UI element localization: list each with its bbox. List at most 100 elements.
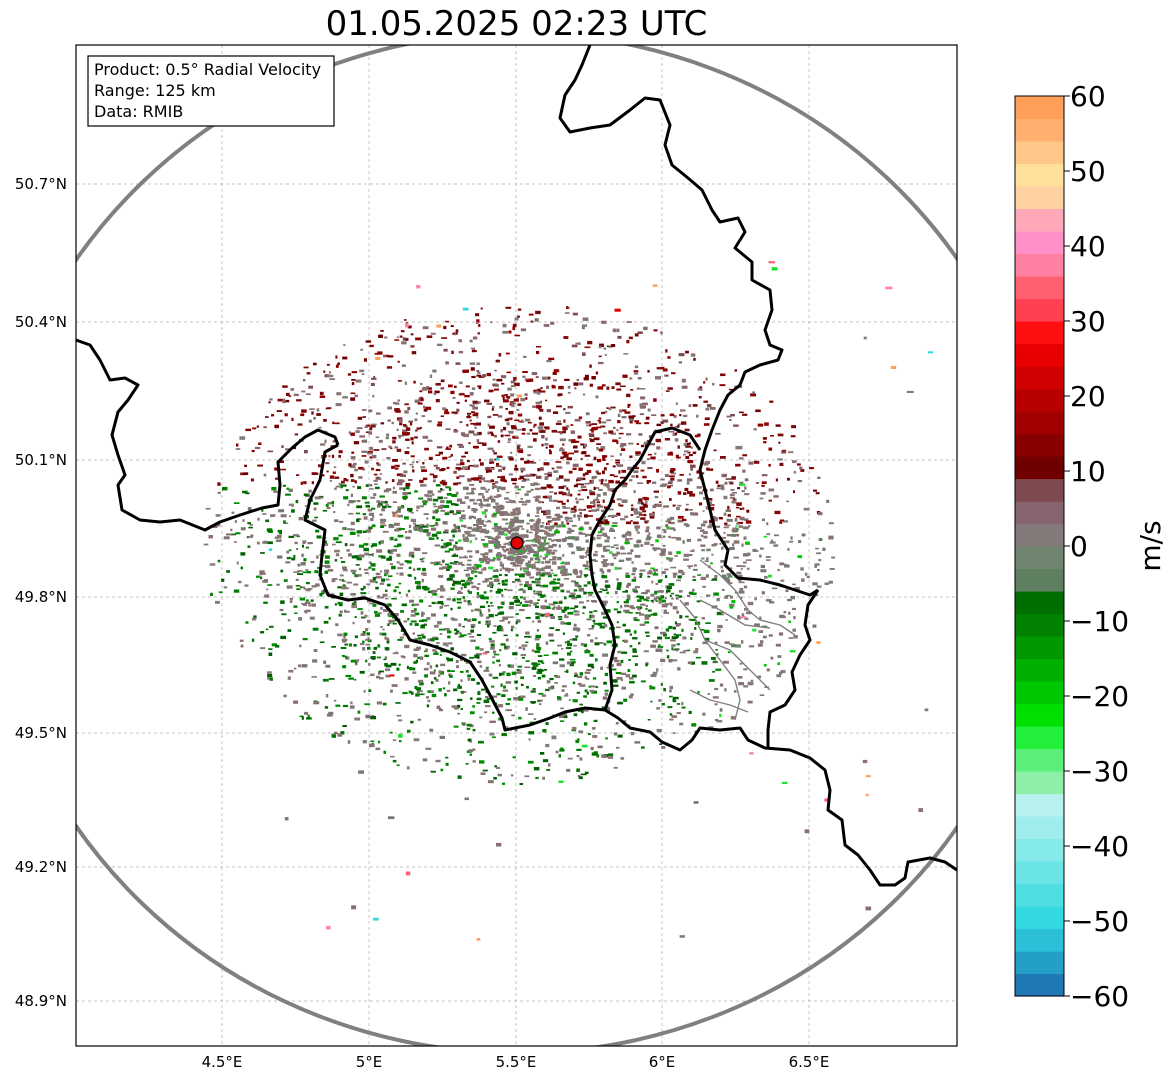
echo-pixel [518,500,525,503]
echo-pixel [451,494,458,497]
echo-pixel [587,634,591,637]
echo-pixel [617,464,624,467]
echo-pixel [744,486,747,490]
echo-pixel [682,636,687,640]
echo-pixel [653,398,657,402]
echo-pixel [649,686,656,690]
echo-pixel [307,542,313,545]
echo-pixel [561,647,564,650]
echo-pixel [716,720,723,723]
echo-pixel [421,611,424,615]
echo-pixel [669,413,675,417]
echo-pixel [497,440,501,443]
echo-pixel [263,426,267,429]
colorbar-segment [1015,973,1064,997]
echo-pixel [365,424,371,427]
echo-pixel [422,586,426,590]
echo-pixel [405,438,410,441]
echo-pixel [267,584,273,586]
echo-pixel [597,531,602,534]
echo-pixel [446,446,449,449]
echo-pixel [617,734,623,738]
colorbar-segment [1015,141,1064,165]
echo-pixel [591,615,595,619]
echo-pixel [520,520,524,524]
echo-pixel [560,570,565,574]
echo-pixel [370,673,375,677]
echo-pixel [375,412,381,415]
echo-pixel [351,605,357,609]
echo-pixel [464,555,467,557]
echo-pixel [571,440,577,444]
echo-pixel [702,712,706,716]
echo-pixel [748,645,755,648]
echo-pixel [484,711,488,714]
echo-pixel [303,366,309,369]
echo-pixel [591,429,594,433]
echo-pixel [466,580,472,582]
echo-pixel [548,529,553,532]
echo-pixel [504,579,508,583]
echo-pixel [429,525,435,527]
echo-pixel [748,525,751,528]
echo-pixel [279,608,284,612]
echo-pixel [263,473,267,477]
echo-pixel [421,613,424,617]
echo-pixel [492,506,497,509]
echo-pixel [510,451,513,454]
echo-pixel [451,618,458,621]
echo-pixel [578,467,583,471]
echo-pixel [616,429,619,432]
echo-pixel [677,479,683,482]
echo-pixel [538,577,541,580]
echo-pixel [572,570,579,574]
echo-pixel [703,381,706,384]
echo-pixel [444,411,450,415]
echo-pixel [563,695,569,697]
echo-pixel [532,432,538,435]
echo-pixel [670,423,673,427]
echo-pixel [380,555,386,559]
echo-pixel [552,557,557,561]
echo-pixel [404,381,407,385]
echo-pixel [426,532,431,534]
echo-pixel [485,651,490,653]
echo-pixel [815,492,820,495]
echo-pixel [677,445,680,449]
echo-pixel [582,612,585,614]
echo-pixel [471,350,477,353]
echo-pixel [474,426,477,429]
echo-pixel [568,699,572,701]
echo-pixel [504,419,510,422]
echo-pixel [334,422,340,425]
echo-pixel [405,323,409,328]
echo-pixel [627,531,632,534]
echo-pixel [793,616,796,620]
echo-pixel [556,606,563,610]
echo-pixel [519,548,523,551]
echo-pixel [761,518,765,522]
echo-pixel [520,457,524,461]
echo-pixel [537,541,542,545]
echo-pixel [390,536,394,540]
echo-pixel [407,617,410,621]
echo-pixel [325,462,330,465]
echo-pixel [582,352,586,356]
echo-pixel [571,551,575,555]
echo-pixel [629,680,635,684]
echo-pixel [528,519,535,522]
echo-pixel [600,527,605,531]
echo-pixel [367,451,373,455]
echo-pixel [413,547,416,551]
echo-pixel [774,534,779,537]
echo-pixel [371,467,374,471]
echo-pixel [579,512,582,514]
echo-pixel [387,603,391,607]
echo-pixel [286,585,293,589]
echo-pixel [645,604,648,608]
echo-pixel [452,513,458,516]
echo-pixel [534,551,539,555]
echo-pixel [609,474,615,477]
echo-pixel [408,553,415,557]
echo-pixel [408,566,412,569]
